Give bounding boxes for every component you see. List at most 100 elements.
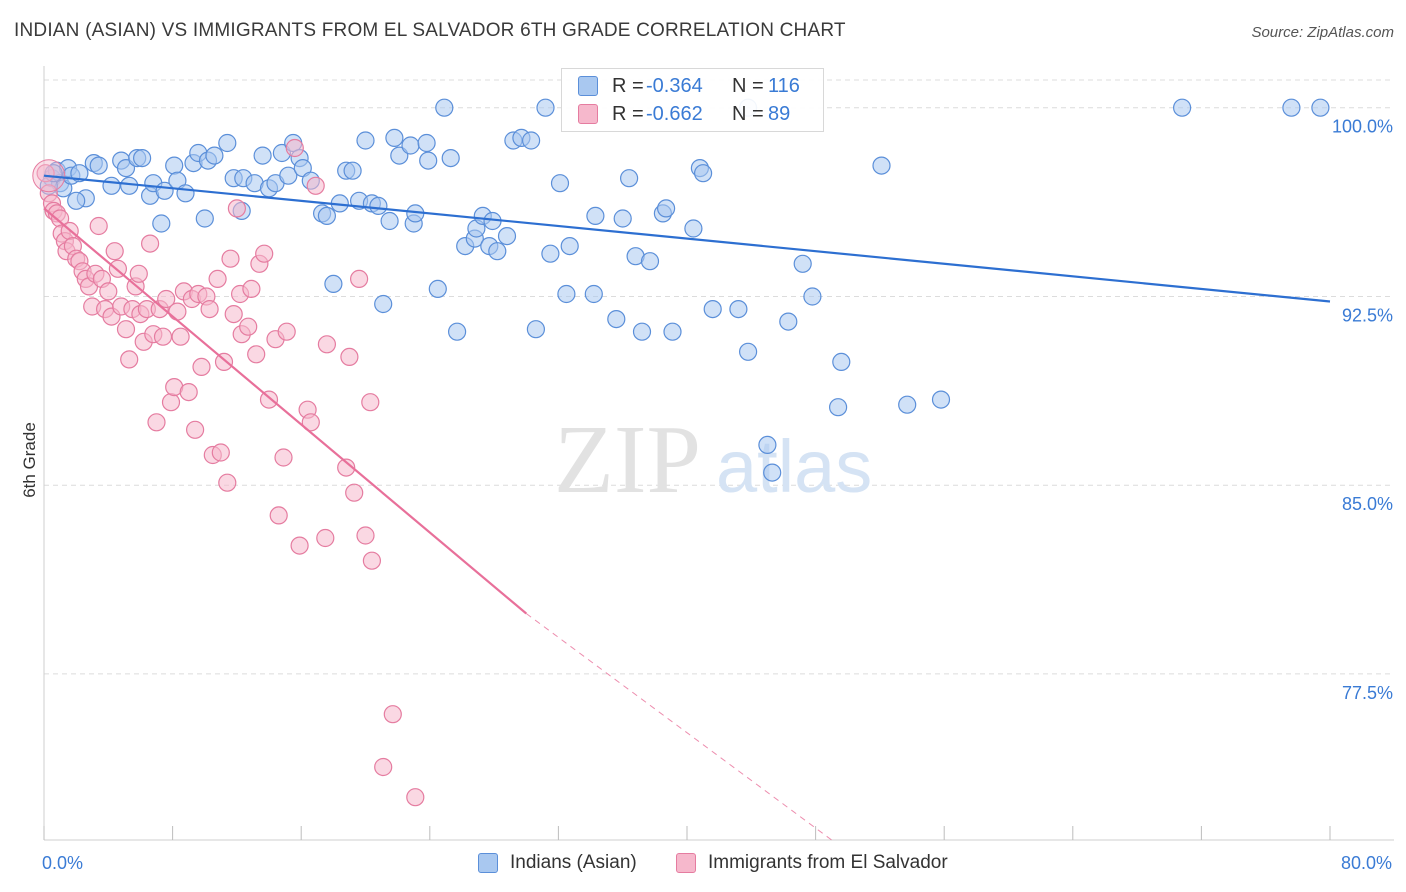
point-indians (176, 184, 195, 203)
point-salvador (345, 483, 364, 502)
point-indians (218, 133, 237, 153)
point-indians (120, 176, 139, 195)
point-salvador (147, 413, 166, 432)
point-salvador (153, 327, 173, 346)
point-indians (656, 199, 676, 218)
point-indians (1311, 98, 1330, 117)
legend-item-indians[interactable]: Indians (Asian) (478, 852, 637, 874)
point-salvador (301, 413, 320, 432)
point-salvador (317, 335, 336, 354)
point-salvador (141, 234, 160, 253)
watermark-atlas: atlas (716, 425, 872, 508)
y-tick-label: 77.5% (1342, 683, 1393, 703)
point-salvador (290, 536, 309, 555)
point-salvador (221, 249, 240, 268)
point-salvador (406, 788, 425, 807)
point-salvador (362, 551, 381, 570)
chart-title: INDIAN (ASIAN) VS IMMIGRANTS FROM EL SAL… (14, 20, 846, 41)
point-indians (828, 398, 848, 417)
point-indians (343, 161, 362, 180)
point-indians (557, 284, 576, 304)
point-salvador (179, 383, 198, 402)
point-indians (526, 320, 546, 339)
point-salvador (116, 320, 136, 339)
r-value: -0.662 (646, 102, 703, 125)
point-salvador (316, 528, 335, 548)
point-indians (401, 136, 420, 155)
point-indians (1172, 98, 1192, 117)
point-indians (356, 131, 375, 150)
r-label: R = (612, 74, 644, 97)
watermark: ZIP atlas (554, 406, 872, 514)
point-indians (385, 128, 404, 147)
y-axis-label: 6th Grade (20, 422, 39, 498)
trend-layer (43, 174, 1331, 841)
point-indians (758, 435, 777, 454)
point-salvador (105, 242, 124, 261)
point-salvador (208, 269, 227, 288)
point-indians (803, 287, 822, 306)
point-indians (488, 242, 507, 261)
n-label: N = (732, 74, 764, 97)
point-indians (521, 131, 541, 150)
trendline-indians (43, 174, 1331, 303)
point-indians (793, 254, 812, 273)
n-value: 116 (768, 74, 800, 97)
point-salvador (192, 357, 211, 376)
legend-label-indians: Indians (Asian) (510, 852, 637, 873)
point-indians (619, 169, 639, 188)
point-salvador (161, 393, 181, 412)
point-indians (832, 352, 851, 371)
x-tick-max: 80.0% (1340, 853, 1392, 873)
point-salvador (242, 279, 261, 298)
legend-swatch-pink (578, 104, 598, 124)
point-indians (541, 244, 560, 263)
legend-swatch-pink (676, 853, 696, 873)
point-indians (67, 191, 86, 210)
series-legend: Indians (Asian) Immigrants from El Salva… (0, 852, 1406, 878)
y-tick-label: 85.0% (1342, 494, 1393, 514)
point-indians (663, 322, 682, 341)
point-indians (729, 300, 748, 319)
point-salvador (218, 473, 237, 492)
point-indians (550, 174, 570, 193)
point-indians (195, 209, 214, 228)
point-indians (560, 237, 579, 256)
legend-item-salvador[interactable]: Immigrants from El Salvador (676, 852, 948, 874)
point-indians (133, 149, 152, 168)
y-tick-label: 100.0% (1332, 117, 1393, 137)
point-indians (374, 294, 393, 314)
trendline-salvador (43, 207, 527, 615)
point-indians (763, 463, 782, 482)
point-indians (435, 98, 454, 117)
point-salvador (200, 300, 219, 319)
point-indians (693, 164, 713, 183)
point-salvador (285, 138, 304, 158)
point-indians (419, 151, 438, 170)
points-layer (32, 98, 1330, 807)
point-indians (417, 133, 436, 153)
point-salvador (211, 443, 230, 462)
source-label: Source: ZipAtlas.com (1251, 24, 1394, 41)
point-indians (738, 342, 758, 361)
point-salvador (168, 302, 187, 321)
point-indians (165, 156, 184, 175)
point-salvador (36, 164, 55, 183)
point-salvador (157, 289, 176, 309)
n-label: N = (732, 102, 764, 125)
point-indians (586, 206, 605, 225)
point-salvador (361, 393, 380, 412)
point-indians (89, 156, 108, 175)
x-tick-min: 0.0% (42, 853, 84, 873)
point-indians (584, 284, 603, 304)
legend-label-salvador: Immigrants from El Salvador (708, 852, 948, 873)
point-indians (684, 219, 703, 238)
point-indians (441, 149, 460, 168)
r-label: R = (612, 102, 644, 125)
point-salvador (274, 448, 293, 467)
legend-swatch-blue (578, 76, 598, 96)
point-indians (898, 395, 917, 414)
point-salvador (214, 352, 234, 371)
point-indians (102, 176, 121, 195)
